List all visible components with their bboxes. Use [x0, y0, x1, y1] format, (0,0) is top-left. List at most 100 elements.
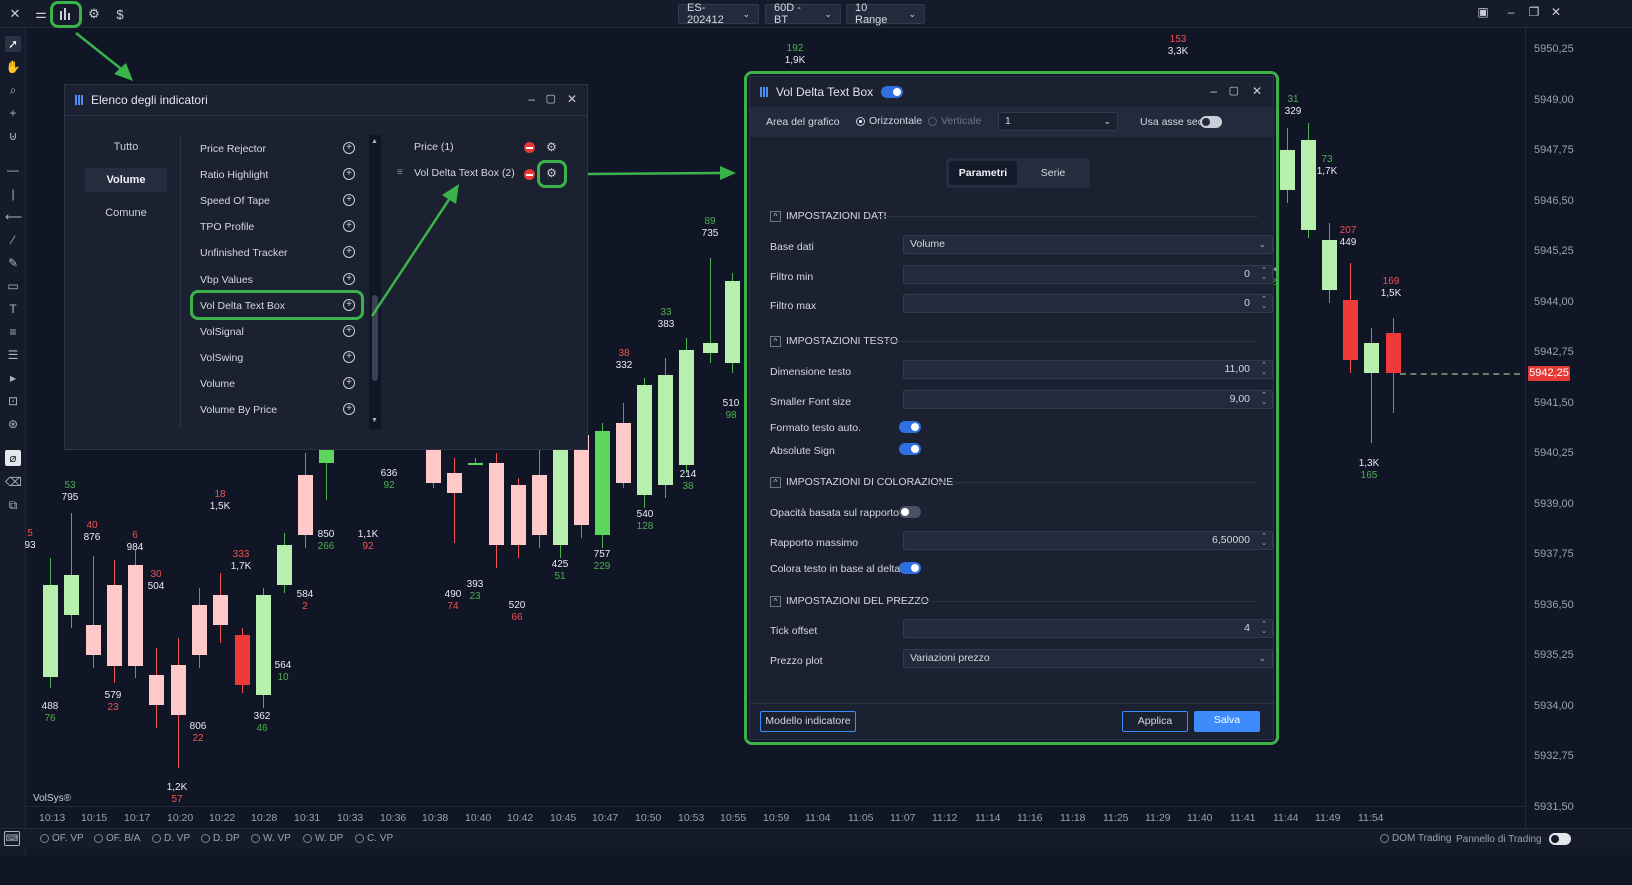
filtro-min-input[interactable]: 0 ⌃ ⌄ — [903, 265, 1273, 284]
maximize-icon[interactable]: ▢ — [545, 93, 556, 105]
remove-icon[interactable] — [524, 169, 535, 180]
indicator-item[interactable]: Speed Of Tape — [200, 195, 270, 208]
bottom-toggle[interactable]: W. VP — [251, 833, 291, 844]
orientation-horizontal[interactable]: Orizzontale — [856, 115, 922, 127]
measure-icon[interactable]: ⊡ — [7, 394, 19, 408]
layers-icon[interactable]: ⧉ — [8, 498, 18, 512]
trading-panel-toggle[interactable]: Pannello di Trading — [1456, 833, 1571, 845]
horizontal-line-icon[interactable]: — — [7, 163, 19, 177]
section-dati[interactable]: ^ IMPOSTAZIONI DATI — [770, 210, 887, 222]
stepper-icon[interactable]: ⌃ ⌄ — [1261, 533, 1267, 547]
smaller-font-input[interactable]: 9,00 ⌃ ⌄ — [903, 390, 1273, 409]
lines-icon[interactable]: ≡ — [9, 325, 17, 339]
chart-type-select[interactable]: 10 Range ⌄ — [846, 2, 925, 26]
timeframe-select[interactable]: 60D - BT ⌄ — [765, 2, 841, 26]
filtro-max-input[interactable]: 0 ⌃ ⌄ — [903, 294, 1273, 313]
lock-tool-icon[interactable]: ⌀ — [5, 450, 21, 466]
vertical-line-icon[interactable]: | — [11, 187, 15, 201]
gear-icon[interactable]: ⚙ — [546, 166, 557, 180]
brush-icon[interactable]: ✎ — [7, 256, 19, 270]
rapporto-input[interactable]: 6,50000 ⌃ ⌄ — [903, 531, 1273, 550]
drag-handle-icon[interactable]: ≡ — [397, 167, 403, 178]
cursor-icon[interactable]: ➚ — [5, 36, 21, 52]
bottom-toggle[interactable]: W. DP — [303, 833, 343, 844]
colora-toggle[interactable] — [899, 562, 921, 574]
indicator-item[interactable]: Volume By Price — [200, 404, 278, 416]
price-chart[interactable]: 5 93 53 795 488 76 40 876 6 984 579 23 30 504 18 1,5K 33… — [24, 28, 1525, 806]
indicator-item[interactable]: Vol Delta Text Box — [200, 299, 286, 312]
add-icon[interactable]: + — [343, 142, 355, 154]
stepper-icon[interactable]: ⌃ ⌄ — [1261, 362, 1267, 376]
magnet-icon[interactable]: ⊍ — [8, 129, 18, 143]
fib-icon[interactable]: ☰ — [7, 348, 19, 362]
category-tutto[interactable]: Tutto — [113, 141, 139, 153]
close-icon[interactable]: ✕ — [9, 6, 21, 21]
scroll-thumb[interactable] — [372, 295, 378, 381]
apply-button[interactable]: Applica — [1122, 711, 1188, 732]
settings-tool-icon[interactable]: ⊛ — [7, 417, 19, 431]
maximize-icon[interactable]: ▢ — [1228, 85, 1239, 97]
indicators-icon[interactable] — [55, 3, 77, 25]
scroll-down-icon[interactable]: ▼ — [371, 417, 378, 424]
indicator-item[interactable]: VolSignal — [200, 325, 244, 338]
add-icon[interactable]: + — [343, 220, 355, 233]
stepper-icon[interactable]: ⌃ ⌄ — [1261, 392, 1267, 406]
section-testo[interactable]: ^ IMPOSTAZIONI TESTO — [770, 335, 898, 347]
add-icon[interactable]: + — [343, 403, 355, 415]
indicator-enabled-toggle[interactable] — [881, 86, 904, 98]
dom-trading-toggle[interactable]: DOM Trading — [1380, 833, 1451, 844]
gear-icon[interactable]: ⚙ — [546, 140, 557, 154]
indicator-item[interactable]: Ratio Highlight — [200, 169, 269, 182]
add-icon[interactable]: + — [343, 350, 355, 363]
add-icon[interactable]: + — [343, 272, 355, 285]
minimize-icon[interactable]: – — [1507, 5, 1515, 19]
absolute-sign-toggle[interactable] — [899, 443, 921, 455]
candles-icon[interactable]: ⚌ — [35, 6, 47, 21]
add-icon[interactable]: + — [343, 246, 355, 259]
opacita-toggle[interactable] — [899, 506, 921, 518]
rectangle-icon[interactable]: ▭ — [7, 279, 19, 293]
indicator-item[interactable]: Volume — [200, 377, 236, 390]
trendline-icon[interactable]: ⁄ — [11, 233, 14, 247]
layout-icon[interactable]: ▣ — [1477, 5, 1489, 19]
indicator-item[interactable]: Price Rejector — [200, 143, 266, 155]
save-button[interactable]: Salva — [1194, 711, 1260, 732]
trading-panel-switch[interactable] — [1548, 833, 1571, 845]
stepper-icon[interactable]: ⌃ ⌄ — [1261, 296, 1267, 310]
indicator-item[interactable]: Unfinished Tracker — [200, 247, 288, 260]
dim-testo-input[interactable]: 11,00 ⌃ ⌄ — [903, 360, 1273, 379]
category-comune[interactable]: Comune — [105, 207, 147, 219]
minimize-icon[interactable]: – — [1210, 84, 1217, 98]
bottom-toggle[interactable]: C. VP — [355, 833, 393, 844]
stepper-icon[interactable]: ⌃ ⌄ — [1261, 621, 1267, 635]
indicator-item[interactable]: VolSwing — [200, 351, 244, 364]
ray-icon[interactable]: ⟵ — [5, 210, 23, 224]
area-select[interactable]: 1 ⌄ — [998, 112, 1118, 131]
add-icon[interactable]: + — [343, 376, 355, 389]
pointer-icon[interactable]: ▸ — [9, 371, 17, 385]
close-window-icon[interactable]: ✕ — [1550, 5, 1562, 19]
time-axis[interactable]: 10:13 10:15 10:17 10:20 10:22 10:28 10:31 10:33… — [26, 806, 1525, 828]
tab-parametri[interactable]: Parametri — [949, 161, 1017, 185]
ticker-select[interactable]: ES-202412 ⌄ — [678, 2, 759, 26]
orientation-vertical[interactable]: Verticale — [928, 115, 981, 127]
hand-icon[interactable]: ✋ — [5, 60, 21, 74]
eraser-icon[interactable]: ⌫ — [5, 475, 22, 489]
close-icon[interactable]: ✕ — [566, 92, 577, 106]
bottom-toggle[interactable]: OF. VP — [40, 833, 84, 844]
crosshair-icon[interactable]: + — [9, 106, 17, 120]
restore-icon[interactable]: ❐ — [1528, 5, 1540, 19]
add-icon[interactable]: + — [343, 298, 355, 311]
gear-icon[interactable]: ⚙ — [88, 6, 100, 21]
price-axis[interactable]: 5950,25 5949,00 5947,75 5946,50 5945,25 5944,… — [1525, 28, 1632, 828]
section-colorazione[interactable]: ^ IMPOSTAZIONI DI COLORAZIONE — [770, 476, 953, 488]
active-vol-delta[interactable]: Vol Delta Text Box (2) — [414, 167, 515, 179]
template-button[interactable]: Modello indicatore — [760, 711, 856, 732]
scroll-up-icon[interactable]: ▲ — [371, 138, 378, 145]
indicator-item[interactable]: TPO Profile — [200, 221, 255, 234]
bottom-toggle[interactable]: OF. B/A — [94, 833, 140, 844]
text-icon[interactable]: T — [9, 302, 17, 316]
indicator-item[interactable]: Vbp Values — [200, 273, 253, 286]
bottom-toggle[interactable]: D. VP — [152, 833, 190, 844]
tab-serie[interactable]: Serie — [1040, 167, 1066, 179]
